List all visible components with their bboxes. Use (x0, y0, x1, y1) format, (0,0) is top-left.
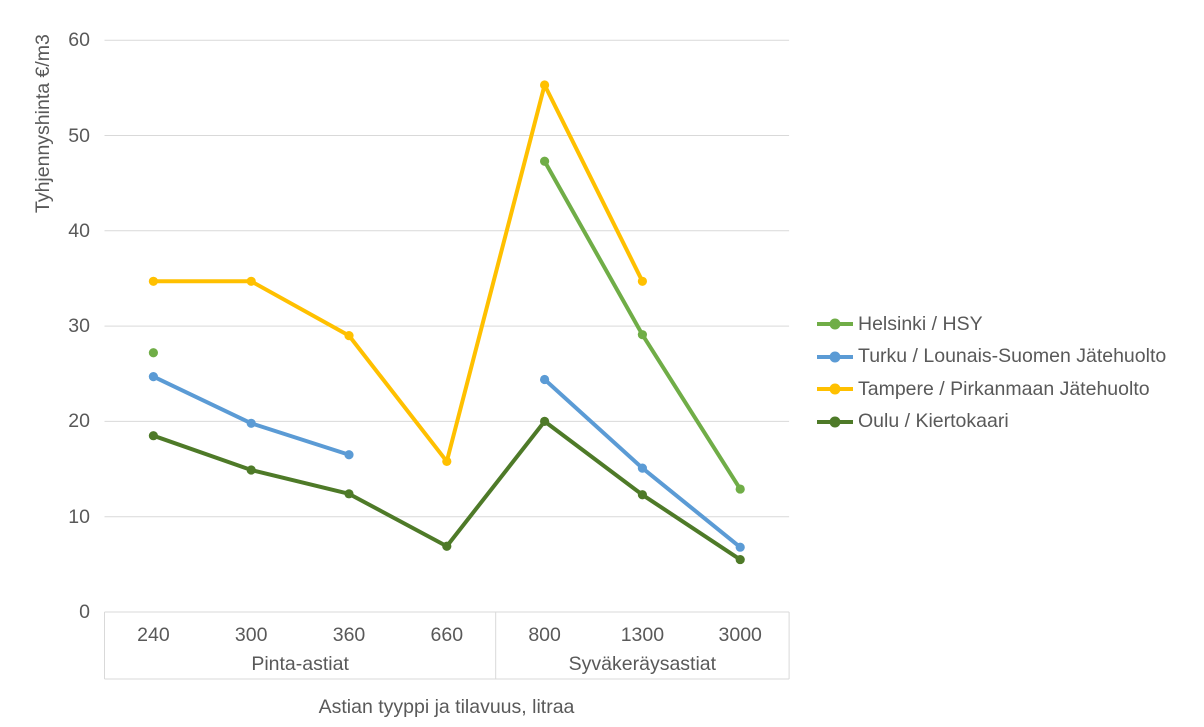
legend-line-marker-icon (817, 416, 853, 428)
x-tick-label: 800 (528, 624, 561, 646)
legend-line-marker-icon (817, 383, 853, 395)
data-point-marker (246, 418, 256, 428)
category-group-label: Syväkeräysastiat (568, 653, 717, 675)
legend-item: Tampere / Pirkanmaan Jätehuolto (817, 373, 1166, 406)
x-tick-label: 660 (430, 624, 464, 646)
data-point-marker (344, 331, 354, 341)
x-tick-label: 300 (234, 624, 268, 646)
data-point-marker (637, 276, 648, 286)
legend-label: Turku / Lounais-Suomen Jätehuolto (858, 345, 1167, 368)
legend-label: Helsinki / HSY (858, 312, 983, 335)
series-line-0 (542, 159, 743, 492)
data-point-marker (344, 489, 354, 499)
category-group-label: Pinta-astiat (251, 653, 349, 675)
data-point-marker (540, 156, 550, 166)
data-point-marker (148, 372, 158, 382)
data-point-marker (540, 80, 550, 90)
series-line-2 (151, 82, 645, 464)
y-tick-label: 10 (68, 505, 90, 528)
data-point-marker (148, 276, 158, 286)
data-point-marker (735, 484, 745, 494)
y-axis-title: Tyhjennyshinta €/m3 (32, 34, 54, 213)
series-line-1 (151, 374, 351, 457)
data-point-marker (540, 374, 550, 385)
legend-item: Helsinki / HSY (817, 308, 1166, 341)
series-line-3 (151, 419, 743, 562)
legend-label: Oulu / Kiertokaari (858, 410, 1009, 433)
y-tick-label: 50 (68, 124, 90, 147)
legend-line-marker-icon (817, 318, 853, 330)
legend-item: Turku / Lounais-Suomen Jätehuolto (817, 341, 1166, 374)
y-tick-label: 0 (79, 601, 90, 623)
data-point-marker (637, 463, 648, 473)
data-point-marker (442, 456, 452, 467)
legend-label: Tampere / Pirkanmaan Jätehuolto (858, 377, 1150, 400)
legend-item: Oulu / Kiertokaari (817, 406, 1166, 439)
data-point-marker (637, 330, 648, 340)
y-tick-label: 40 (68, 219, 90, 242)
data-point-marker (148, 348, 158, 358)
data-point-marker (442, 541, 452, 551)
data-point-marker (148, 431, 158, 441)
data-point-marker (246, 276, 256, 286)
y-tick-label: 60 (68, 29, 90, 52)
data-point-marker (637, 490, 648, 500)
x-axis-title: Astian tyyppi ja tilavuus, litraa (318, 696, 575, 718)
legend-line-marker-icon (817, 351, 853, 363)
x-tick-label: 240 (137, 624, 170, 646)
x-tick-label: 1300 (620, 624, 665, 646)
data-point-marker (735, 554, 745, 565)
x-tick-label: 3000 (718, 624, 762, 646)
y-tick-label: 30 (68, 315, 90, 338)
y-tick-label: 20 (68, 410, 90, 433)
x-tick-label: 360 (332, 624, 366, 646)
data-point-marker (246, 465, 256, 475)
series-line-1 (542, 377, 743, 550)
data-point-marker (735, 542, 745, 552)
data-point-marker (540, 416, 550, 426)
data-point-marker (344, 450, 354, 460)
chart-legend: Helsinki / HSY Turku / Lounais-Suomen Jät… (817, 308, 1166, 438)
